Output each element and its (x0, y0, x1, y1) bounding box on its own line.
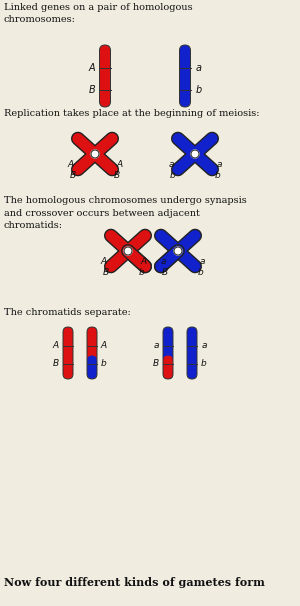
Text: A: A (116, 160, 122, 169)
FancyBboxPatch shape (163, 356, 173, 379)
FancyBboxPatch shape (179, 45, 191, 107)
Text: B: B (103, 268, 109, 277)
Text: B: B (53, 359, 59, 368)
Circle shape (124, 247, 132, 255)
Circle shape (174, 247, 182, 255)
Text: B: B (70, 171, 76, 180)
FancyBboxPatch shape (63, 327, 73, 379)
Text: A: A (68, 160, 74, 169)
Text: b: b (197, 268, 203, 277)
Text: B: B (114, 171, 120, 180)
Text: A: A (101, 257, 107, 266)
Text: A: A (101, 342, 107, 350)
Text: a: a (196, 63, 202, 73)
Text: b: b (201, 359, 207, 368)
FancyBboxPatch shape (87, 327, 97, 379)
Text: b: b (196, 85, 202, 95)
Circle shape (91, 150, 99, 158)
Text: a: a (216, 160, 222, 169)
Text: The homologous chromosomes undergo synapsis
and crossover occurs between adjacen: The homologous chromosomes undergo synap… (4, 196, 247, 230)
FancyBboxPatch shape (163, 327, 173, 379)
Text: a: a (153, 342, 159, 350)
Text: Now four different kinds of gametes form: Now four different kinds of gametes form (4, 577, 265, 588)
Text: a: a (168, 160, 174, 169)
Text: b: b (170, 171, 176, 180)
Text: b: b (138, 268, 144, 277)
Text: a: a (199, 257, 205, 266)
Text: B: B (88, 85, 95, 95)
Text: B: B (153, 359, 159, 368)
Text: a: a (201, 342, 207, 350)
Text: A: A (140, 257, 146, 266)
FancyBboxPatch shape (100, 45, 110, 107)
Text: The chromatids separate:: The chromatids separate: (4, 308, 131, 317)
Text: A: A (89, 63, 95, 73)
FancyBboxPatch shape (87, 356, 97, 379)
Text: Replication takes place at the beginning of meiosis:: Replication takes place at the beginning… (4, 109, 260, 118)
Text: Linked genes on a pair of homologous
chromosomes:: Linked genes on a pair of homologous chr… (4, 3, 193, 24)
Text: a: a (160, 257, 166, 266)
Text: A: A (53, 342, 59, 350)
Text: B: B (162, 268, 168, 277)
Text: b: b (101, 359, 107, 368)
Text: b: b (214, 171, 220, 180)
FancyBboxPatch shape (187, 327, 197, 379)
Circle shape (191, 150, 199, 158)
